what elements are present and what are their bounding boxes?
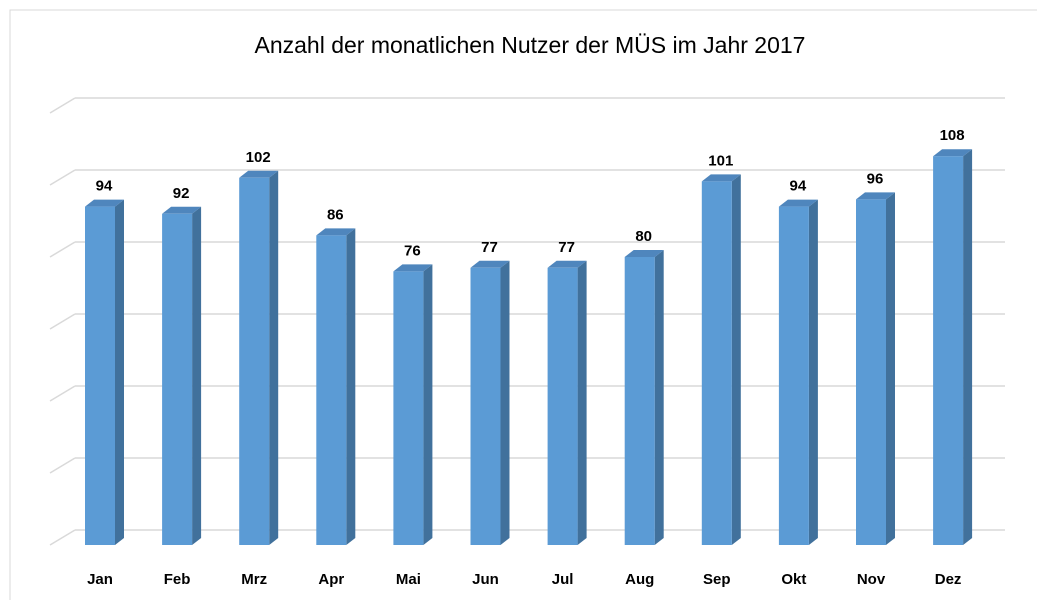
value-label: 96 xyxy=(867,170,884,187)
bar-side xyxy=(808,199,818,545)
bar-side xyxy=(886,192,895,545)
grid-line-side xyxy=(49,97,76,114)
bar xyxy=(162,213,193,546)
bar-top xyxy=(856,192,895,200)
bar-side xyxy=(654,250,664,545)
grid-line-side xyxy=(49,385,76,402)
x-tick-label: Sep xyxy=(703,571,731,588)
value-label: 92 xyxy=(173,185,190,202)
value-label: 77 xyxy=(558,239,575,256)
grid-line-side xyxy=(49,241,76,258)
bar-top xyxy=(85,199,124,207)
value-label: 94 xyxy=(790,178,807,195)
bar-top xyxy=(470,260,510,268)
bar-side xyxy=(731,174,741,545)
grid-line-side xyxy=(49,313,76,330)
value-label: 94 xyxy=(96,178,113,195)
x-tick-label: Apr xyxy=(318,571,344,588)
x-tick-label: Dez xyxy=(935,571,962,588)
bar-side xyxy=(423,264,433,545)
bar xyxy=(85,206,115,545)
value-label: 77 xyxy=(481,239,498,256)
value-label: 80 xyxy=(635,228,652,245)
bar-side xyxy=(500,260,510,545)
bar xyxy=(701,181,732,545)
bar-side xyxy=(192,206,202,546)
bar-top xyxy=(162,206,202,214)
value-label: 102 xyxy=(246,149,271,166)
bar-side xyxy=(577,260,587,545)
bar-top xyxy=(316,228,356,236)
bar xyxy=(856,199,886,545)
bar-side xyxy=(115,199,124,545)
value-label: 108 xyxy=(940,127,965,144)
x-tick-label: Jul xyxy=(552,571,574,588)
bar xyxy=(393,271,424,545)
x-tick-label: Mrz xyxy=(241,571,267,588)
x-tick-label: Jan xyxy=(87,571,113,588)
bar xyxy=(778,206,809,545)
bar-top xyxy=(701,174,741,182)
x-tick-label: Feb xyxy=(164,571,191,588)
x-tick-label: Jun xyxy=(472,571,499,588)
bar-top xyxy=(778,199,818,207)
x-tick-label: Mai xyxy=(396,571,421,588)
bar-top xyxy=(547,260,587,268)
bar xyxy=(624,257,655,545)
bar xyxy=(547,267,578,545)
grid-line-side xyxy=(49,457,76,474)
value-label: 86 xyxy=(327,206,344,223)
bar xyxy=(470,267,501,545)
grid-line-side xyxy=(49,169,76,186)
bar-top xyxy=(239,170,279,178)
x-tick-label: Aug xyxy=(625,571,654,588)
value-label: 101 xyxy=(708,152,733,169)
bar-top xyxy=(933,149,973,157)
value-label: 76 xyxy=(404,242,421,259)
bar xyxy=(239,177,270,546)
bar-side xyxy=(269,170,279,546)
bar-side xyxy=(963,149,973,545)
chart-title: Anzahl der monatlichen Nutzer der MÜS im… xyxy=(255,32,806,58)
bar-top xyxy=(393,264,433,272)
bar-side xyxy=(346,228,356,545)
bar xyxy=(933,156,964,545)
x-tick-label: Nov xyxy=(857,571,886,588)
bar-top xyxy=(624,250,664,257)
bar xyxy=(316,235,347,545)
x-tick-label: Okt xyxy=(781,571,806,588)
grid-line-side xyxy=(49,529,76,546)
